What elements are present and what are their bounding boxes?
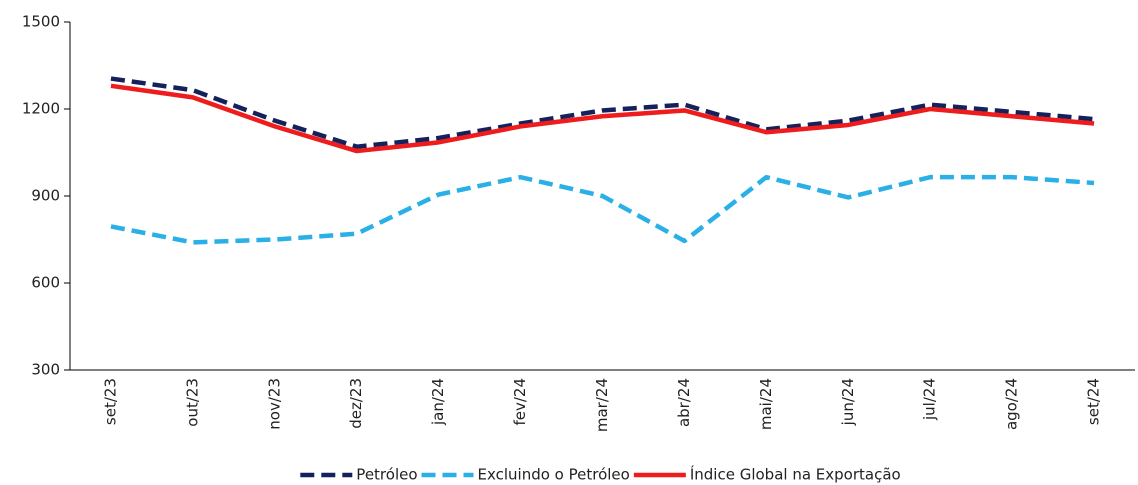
x-tick-label: dez/23: [347, 378, 365, 429]
x-tick-label: mai/24: [757, 378, 775, 430]
legend-label: Índice Global na Exportação: [690, 465, 901, 484]
y-tick-label: 600: [31, 274, 60, 292]
y-tick-label: 300: [31, 361, 60, 379]
legend-label: Petróleo: [356, 466, 417, 484]
x-tick-label: mar/24: [593, 378, 611, 432]
x-tick-label: jul/24: [921, 378, 939, 421]
y-tick-label: 900: [31, 187, 60, 205]
series-line: [110, 76, 1095, 149]
x-tick-label: set/24: [1085, 378, 1103, 425]
x-tick-label: fev/24: [511, 378, 529, 426]
x-tick-label: jun/24: [839, 378, 857, 426]
x-tick-label: ago/24: [1003, 378, 1021, 430]
legend: Petróleo Excluindo o Petróleo Índice Globa…: [300, 465, 901, 484]
y-tick-label: 1200: [22, 100, 60, 118]
x-tick-label: jan/24: [429, 378, 447, 426]
x-tick-label: out/23: [183, 378, 201, 427]
x-tick-label: abr/24: [675, 378, 693, 427]
series-line: [110, 174, 1095, 245]
x-tick-label: nov/23: [265, 378, 283, 430]
legend-label: Excluindo o Petróleo: [478, 466, 630, 484]
series-line: [110, 83, 1095, 154]
x-tick-label: set/23: [101, 378, 119, 425]
y-tick-label: 1500: [22, 13, 60, 31]
